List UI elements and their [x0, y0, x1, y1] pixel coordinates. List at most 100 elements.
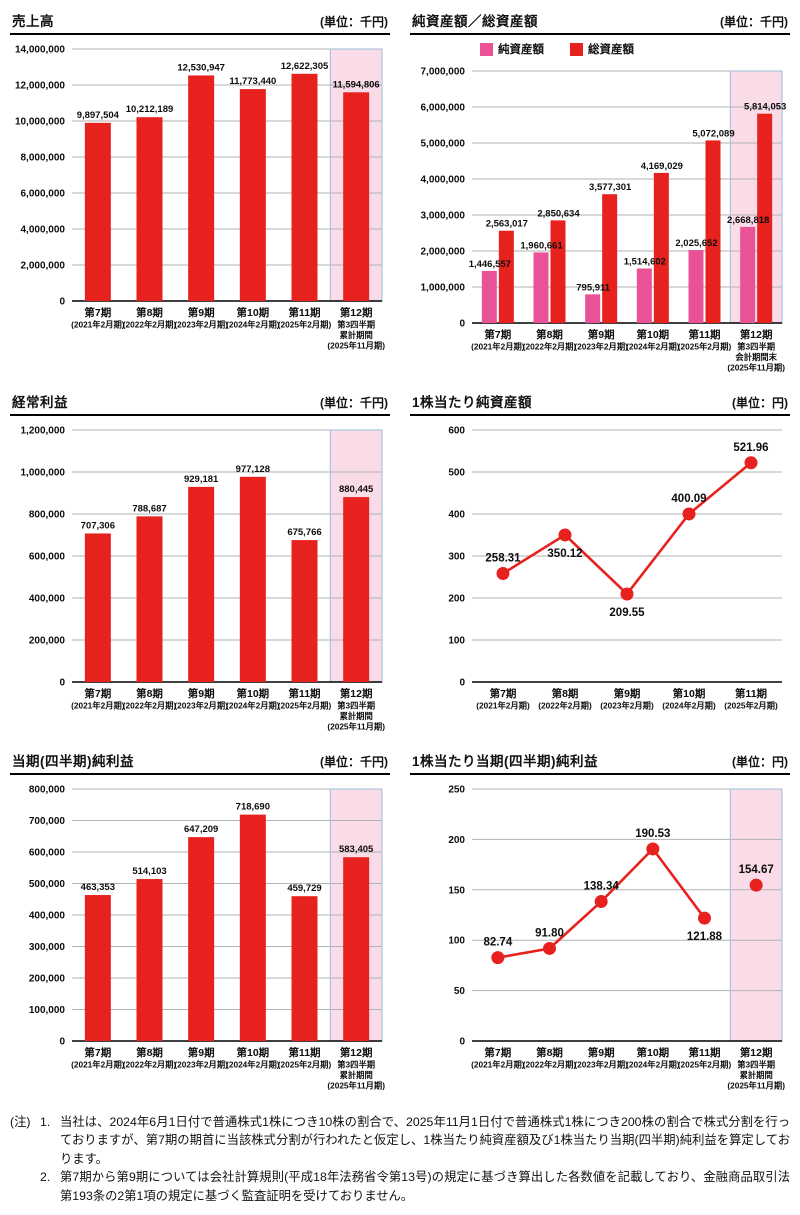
x-category-label: 累計期間 [340, 1070, 373, 1080]
y-tick-label: 6,000,000 [421, 103, 466, 114]
x-category-label: (2025年11月期) [327, 722, 385, 732]
bar [291, 540, 318, 682]
x-category-label: 会計期間末 [734, 352, 777, 362]
x-category-label: 第8期 [552, 687, 579, 700]
y-tick-label: 200 [448, 835, 465, 846]
bar [343, 497, 370, 682]
point-label: 138.34 [584, 881, 620, 893]
x-category-label: 第3四半期 [737, 1060, 775, 1070]
chart-unit: (単位：千円) [320, 396, 388, 410]
x-category-label: 第3四半期 [337, 320, 375, 330]
notes-label-spacer [10, 1168, 40, 1205]
bar [291, 896, 318, 1041]
legend-label-net-assets: 純資産額 [498, 44, 544, 56]
line-path [502, 461, 752, 596]
point-dot [744, 456, 758, 470]
total-assets-bar-label: 4,169,029 [641, 161, 683, 172]
point-label: 91.80 [535, 927, 564, 939]
x-category-label: 第12期 [340, 687, 373, 700]
bar [136, 117, 163, 301]
x-category-label: 第10期 [673, 687, 706, 700]
point-label: 258.31 [485, 553, 521, 565]
x-category-label: (2023年2月期) [174, 701, 228, 711]
bar-label: 788,687 [132, 503, 166, 514]
net-assets-bar-label: 1,514,602 [624, 256, 666, 267]
x-category-label: 累計期間 [340, 330, 373, 340]
y-tick-label: 0 [59, 678, 65, 689]
x-category-label: 第3四半期 [337, 1060, 375, 1070]
bar [136, 516, 163, 682]
x-category-label: (2024年2月期) [626, 342, 680, 352]
x-category-label: (2021年2月期) [71, 320, 125, 330]
x-category-label: (2023年2月期) [574, 342, 628, 352]
x-category-label: (2022年2月期) [538, 701, 592, 711]
x-category-label: (2021年2月期) [471, 1060, 525, 1070]
note-number: 2. [40, 1170, 51, 1185]
bar [343, 857, 370, 1041]
x-category-label: 第7期 [84, 687, 111, 700]
x-category-label: (2023年2月期) [574, 1060, 628, 1070]
total-assets-swatch [570, 42, 583, 56]
x-category-label: (2025年2月期) [278, 1060, 332, 1070]
total-assets-bar-label: 5,814,053 [744, 102, 786, 113]
x-category-label: 第7期 [484, 328, 511, 341]
y-tick-label: 0 [459, 319, 465, 330]
bar-label: 977,128 [236, 464, 270, 475]
point-dot [749, 878, 763, 892]
y-tick-label: 800,000 [29, 510, 66, 521]
x-category-label: (2025年2月期) [278, 320, 332, 330]
bar [84, 895, 111, 1041]
net-assets-bar [585, 294, 601, 323]
chart-title: 純資産額／総資産額 [412, 14, 538, 29]
x-category-label: 第9期 [188, 1046, 215, 1059]
point-label: 521.96 [733, 442, 768, 454]
point-label: 400.09 [671, 493, 706, 505]
y-tick-label: 400 [448, 510, 465, 521]
ordinary-income-chart: 0 200,000 400,000 600,000 800,000 1,000,000 1,… [21, 426, 386, 732]
net-assets-per-share-chart: 0 100 200 300 400 500 600 258.31 350.12 209.55 400… [448, 426, 782, 711]
y-tick-label: 8,000,000 [21, 153, 66, 164]
y-tick-label: 700,000 [29, 816, 66, 827]
y-tick-label: 100,000 [29, 1005, 66, 1016]
y-tick-label: 600,000 [29, 552, 66, 563]
legend-item-net-assets: 純資産額 [480, 41, 544, 57]
x-category-label: 第9期 [188, 306, 215, 319]
x-category-label: (2025年11月期) [727, 363, 785, 373]
x-category-label: 第11期 [288, 1046, 320, 1059]
x-category-label: 第7期 [490, 687, 517, 700]
bar [239, 476, 266, 682]
revenue-chart-panel: 売上高 (単位：千円) 0 2,000,000 4,000,000 6,000,000… [10, 8, 390, 361]
x-category-label: (2025年11月期) [327, 1081, 385, 1091]
y-tick-label: 4,000,000 [421, 175, 466, 186]
point-dot [594, 895, 608, 909]
x-category-label: 第3四半期 [737, 342, 775, 352]
x-category-label: 第8期 [136, 1046, 163, 1059]
total-assets-bar [653, 172, 669, 323]
y-tick-label: 100 [448, 936, 465, 947]
x-category-label: (2021年2月期) [71, 701, 125, 711]
chart-unit: (単位：千円) [720, 15, 788, 29]
highlight-band [730, 789, 782, 1041]
y-tick-label: 150 [448, 885, 465, 896]
y-tick-label: 400,000 [29, 594, 66, 605]
point-dot [620, 587, 634, 601]
net-income-per-share-chart: 0 50 100 150 200 250 82.74 91.80 138.34 190.53 121… [448, 785, 785, 1091]
x-category-label: (2023年2月期) [600, 701, 654, 711]
x-category-label: 第10期 [636, 328, 669, 341]
x-category-label: (2025年2月期) [678, 342, 732, 352]
y-tick-label: 800,000 [29, 785, 66, 796]
point-label: 190.53 [635, 828, 670, 840]
x-category-label: 第9期 [188, 687, 215, 700]
bar-label: 583,405 [339, 844, 374, 855]
net-assets-bar-label: 2,025,652 [675, 238, 717, 249]
y-tick-label: 6,000,000 [21, 189, 66, 200]
x-category-label: 第9期 [614, 687, 641, 700]
x-category-label: 第9期 [588, 328, 615, 341]
y-tick-label: 0 [459, 678, 465, 689]
x-category-label: 第12期 [340, 306, 373, 319]
x-category-label: 第7期 [84, 306, 111, 319]
point-dot [491, 951, 505, 965]
point-label: 154.67 [739, 864, 774, 876]
x-category-label: (2024年2月期) [662, 701, 716, 711]
y-tick-label: 7,000,000 [421, 67, 466, 78]
